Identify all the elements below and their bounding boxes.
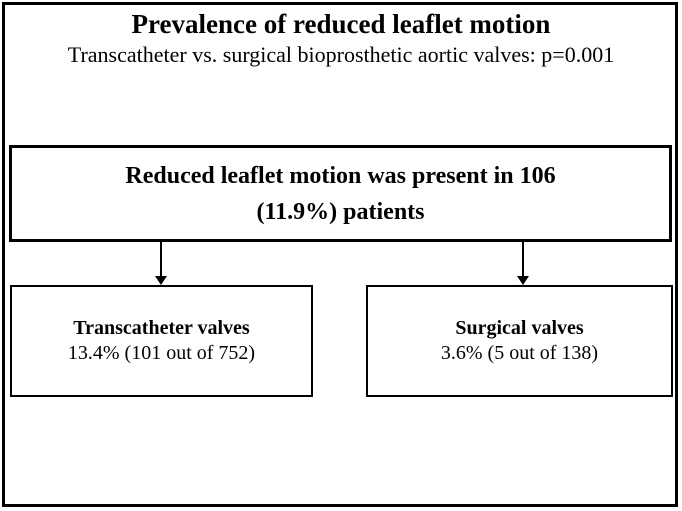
figure-outer-border [2, 2, 678, 507]
summary-box: Reduced leaflet motion was present in 10… [9, 145, 672, 242]
branch-box-surgical: Surgical valves 3.6% (5 out of 138) [366, 285, 673, 397]
figure-subtitle: Transcatheter vs. surgical bioprosthetic… [67, 42, 615, 67]
arrow-down-icon [155, 276, 167, 285]
arrow-to-transcatheter [155, 242, 167, 285]
branch-box-transcatheter: Transcatheter valves 13.4% (101 out of 7… [10, 285, 313, 397]
summary-line-1: Reduced leaflet motion was present in 10… [125, 162, 556, 189]
branch-value-surgical: 3.6% (5 out of 138) [440, 342, 599, 364]
arrow-to-surgical [517, 242, 529, 285]
branch-value-transcatheter: 13.4% (101 out of 752) [67, 342, 256, 364]
figure-header: Prevalence of reduced leaflet motion Tra… [0, 8, 682, 68]
arrow-down-icon [517, 276, 529, 285]
branch-label-surgical: Surgical valves [455, 317, 584, 339]
branch-label-transcatheter: Transcatheter valves [73, 317, 250, 339]
summary-line-2: (11.9%) patients [256, 198, 425, 225]
arrow-line [160, 242, 162, 277]
figure-title: Prevalence of reduced leaflet motion [131, 9, 551, 39]
arrow-line [522, 242, 524, 277]
